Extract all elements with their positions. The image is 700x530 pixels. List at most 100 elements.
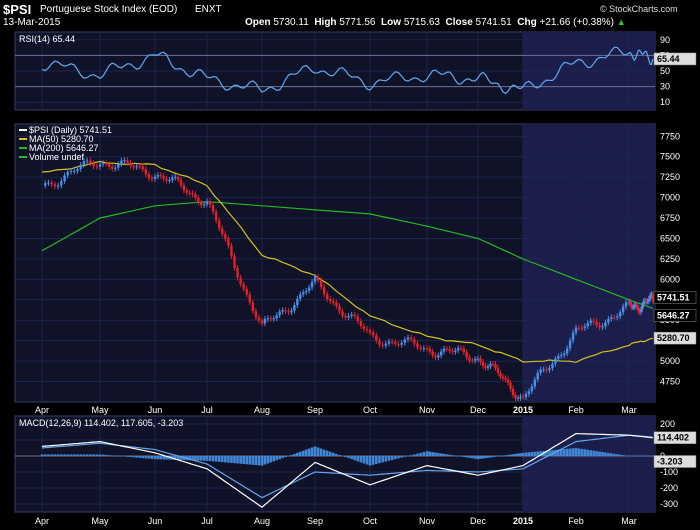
macd-histogram-bar: [419, 452, 422, 456]
candle-body: [296, 298, 299, 306]
macd-histogram-bar: [650, 456, 653, 457]
macd-histogram-bar: [583, 449, 587, 456]
up-triangle-icon: ▲: [616, 17, 626, 27]
macd-histogram-bar: [325, 450, 329, 456]
candle-body: [194, 194, 197, 198]
macd-histogram-bar: [422, 452, 426, 456]
rsi-value-tag: 65.44: [657, 54, 680, 64]
x-tick-label: Apr: [35, 516, 49, 526]
candle-body: [465, 352, 468, 358]
macd-histogram-bar: [459, 456, 463, 457]
macd-histogram-bar: [425, 451, 429, 456]
macd-histogram-bar: [514, 453, 517, 456]
price-y-tick-label: 7000: [660, 193, 680, 203]
macd-histogram-bar: [524, 452, 528, 456]
macd-histogram-bar: [394, 456, 397, 460]
candle-body: [104, 163, 108, 165]
candle-body: [624, 302, 628, 307]
candle-body: [428, 348, 432, 352]
candle-body: [120, 160, 123, 164]
macd-histogram-bar: [159, 456, 163, 460]
macd-histogram-bar: [56, 454, 60, 456]
candle-body: [63, 175, 66, 182]
candle-body: [545, 369, 548, 371]
macd-histogram-bar: [489, 456, 492, 458]
macd-histogram-bar: [530, 452, 534, 456]
candle-body: [242, 284, 245, 289]
candle-body: [356, 316, 359, 322]
candle-body: [302, 292, 305, 295]
macd-histogram-bar: [365, 456, 369, 465]
macd-histogram-bar: [431, 452, 434, 456]
ohlc-readout: Open 5730.11 High 5771.56 Low 5715.63 Cl…: [245, 17, 626, 28]
macd-histogram-bar: [176, 456, 180, 460]
macd-histogram-bar: [47, 454, 50, 456]
candle-body: [310, 281, 314, 288]
candle-body: [368, 330, 372, 333]
macd-histogram-bar: [476, 456, 480, 460]
candle-body: [218, 220, 221, 229]
candle-body: [568, 340, 572, 349]
ma50-line: [41, 160, 653, 363]
macd-histogram-bar: [356, 456, 360, 462]
candle-body: [129, 162, 132, 166]
macd-histogram-bar: [310, 447, 314, 456]
macd-histogram-bar: [335, 453, 338, 456]
macd-histogram-bar: [278, 456, 281, 460]
candle-body: [519, 396, 522, 398]
price-y-tick-label: 7750: [660, 131, 680, 141]
macd-histogram-bar: [101, 454, 105, 456]
macd-histogram-bar: [387, 456, 391, 461]
candle-body: [132, 165, 135, 168]
macd-histogram-bar: [448, 454, 451, 456]
candle-body: [316, 276, 320, 281]
macd-histogram-bar: [281, 456, 284, 459]
candle-body: [47, 182, 50, 184]
candle-body: [365, 328, 369, 331]
candle-body: [560, 355, 563, 357]
macd-histogram-bar: [117, 456, 120, 457]
candle-body: [179, 179, 183, 186]
macd-histogram-bar: [79, 454, 82, 456]
macd-histogram-bar: [239, 456, 242, 464]
candle-body: [580, 327, 584, 329]
macd-histogram-bar: [612, 453, 616, 456]
rsi-line: [41, 46, 654, 95]
candle-body: [601, 326, 604, 328]
macd-histogram-bar: [629, 456, 632, 457]
x-tick-label: Mar: [621, 405, 637, 415]
macd-histogram-bar: [406, 456, 410, 457]
macd-histogram-bar: [287, 456, 290, 457]
macd-histogram-bar: [344, 456, 347, 458]
macd-histogram-bar: [462, 456, 466, 457]
candle-body: [445, 348, 449, 350]
macd-histogram-bar: [484, 456, 487, 459]
price-y-tick-label: 7250: [660, 172, 680, 182]
macd-histogram-bar: [633, 456, 636, 457]
candle-body: [422, 348, 426, 350]
macd-histogram-bar: [301, 450, 305, 456]
candle-body: [649, 295, 652, 299]
candle-body: [224, 234, 227, 239]
candle-body: [66, 171, 69, 176]
macd-histogram-bar: [439, 453, 443, 456]
macd-histogram-bar: [397, 456, 400, 459]
macd-histogram-bar: [621, 455, 625, 456]
candle-body: [307, 287, 311, 291]
ma200-line: [41, 201, 654, 309]
candle-body: [176, 176, 180, 180]
macd-histogram-bar: [85, 454, 89, 456]
candle-body: [394, 341, 397, 344]
macd-histogram-bar: [481, 456, 485, 459]
macd-histogram-bar: [60, 454, 63, 456]
candle-body: [635, 305, 639, 308]
candle-body: [359, 321, 363, 327]
macd-histogram-bar: [615, 454, 619, 456]
candle-body: [239, 277, 242, 285]
macd-value-tag-bg: [653, 431, 697, 444]
candle-body: [214, 211, 218, 221]
macd-histogram-bar: [50, 454, 53, 456]
candle-body: [263, 318, 267, 324]
macd-histogram-bar: [304, 449, 308, 456]
candle-body: [577, 327, 581, 329]
